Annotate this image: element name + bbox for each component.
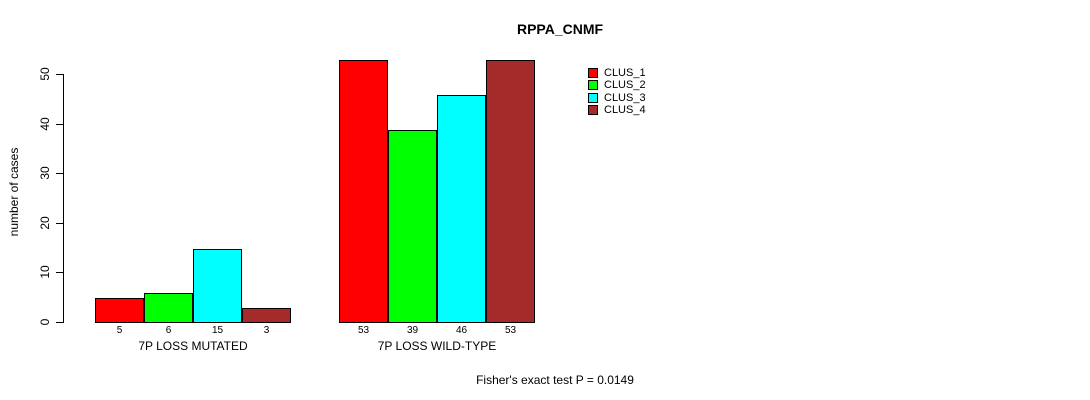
y-tick-label-30: 30 [38,166,52,180]
bar-group2-clus_2 [388,130,437,323]
legend-swatch-clus_1-icon [588,68,598,78]
bar-value-label-group2-clus_4: 53 [504,325,517,336]
bar-group2-clus_3 [437,95,486,323]
legend-label-clus_3: CLUS_3 [604,92,646,104]
group-label-7p-loss-wild-type: 7P LOSS WILD-TYPE [377,339,497,353]
y-tick-label-0: 0 [38,318,52,326]
bar-value-label-group2-clus_1: 53 [357,325,370,336]
legend-swatch-clus_4-icon [588,105,598,115]
bar-group1-clus_2 [144,293,193,323]
bar-value-label-group1-clus_1: 5 [116,325,123,336]
y-tick-label-50: 50 [38,67,52,81]
legend-label-clus_1: CLUS_1 [604,67,646,79]
bar-value-label-group1-clus_2: 6 [165,325,172,336]
y-tick-30 [56,173,63,174]
legend-label-clus_2: CLUS_2 [604,79,646,91]
fisher-exact-test-text: Fisher's exact test P = 0.0149 [476,373,634,387]
bar-group1-clus_1 [95,298,144,323]
y-axis-label: number of cases [7,147,21,237]
bar-value-label-group2-clus_2: 39 [406,325,419,336]
legend-label-clus_4: CLUS_4 [604,104,646,116]
chart-title: RPPA_CNMF [516,21,604,37]
bar-group1-clus_3 [193,249,242,323]
bar-value-label-group2-clus_3: 46 [455,325,468,336]
legend-item-clus_4: CLUS_4 [588,104,646,116]
y-tick-40 [56,124,63,125]
y-tick-label-10: 10 [38,265,52,279]
legend-item-clus_3: CLUS_3 [588,92,646,104]
y-axis-line [63,74,64,323]
y-tick-label-20: 20 [38,216,52,230]
y-tick-0 [56,322,63,323]
bar-group1-clus_4 [242,308,291,323]
legend-swatch-clus_3-icon [588,93,598,103]
bar-value-label-group1-clus_3: 15 [211,325,224,336]
y-tick-50 [56,74,63,75]
y-tick-20 [56,223,63,224]
bar-group2-clus_1 [339,60,388,323]
bar-group2-clus_4 [486,60,535,323]
bar-value-label-group1-clus_4: 3 [263,325,270,336]
legend-item-clus_1: CLUS_1 [588,67,646,79]
group-label-7p-loss-mutated: 7P LOSS MUTATED [138,339,248,353]
y-tick-label-40: 40 [38,117,52,131]
legend-swatch-clus_2-icon [588,80,598,90]
legend-item-clus_2: CLUS_2 [588,79,646,91]
y-tick-10 [56,272,63,273]
